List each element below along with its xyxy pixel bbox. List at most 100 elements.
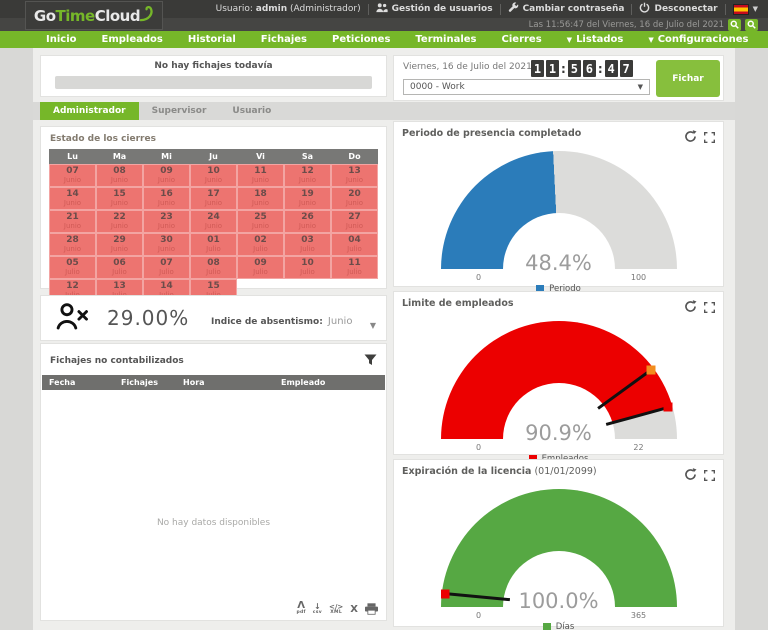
calendar-day-08-junio[interactable]: 08 Junio	[96, 164, 143, 187]
filter-icon[interactable]	[364, 351, 377, 370]
calendar-day-05-julio[interactable]: 05 Julio	[49, 256, 96, 279]
calendar-day-24-junio[interactable]: 24 Junio	[190, 210, 237, 233]
calendar-day-20-junio[interactable]: 20 Junio	[331, 187, 378, 210]
absenteeism-month-select[interactable]: Junio	[327, 315, 353, 327]
print-export-icon[interactable]	[365, 603, 378, 615]
gauge-max-label: 100	[630, 273, 647, 282]
calendar-day-23-junio[interactable]: 23 Junio	[143, 210, 190, 233]
menu-disconnect[interactable]: Desconectar	[639, 2, 718, 16]
calendar-day-10-julio[interactable]: 10 Julio	[284, 256, 331, 279]
nav-item-terminales[interactable]: Terminales	[415, 34, 477, 45]
calendar-day-21-junio[interactable]: 21 Junio	[49, 210, 96, 233]
calendar-day-13-junio[interactable]: 13 Junio	[331, 164, 378, 187]
column-header-fichajes: Fichajes	[121, 378, 158, 387]
zoom-in-button[interactable]	[745, 18, 758, 31]
nav-item-inicio[interactable]: Inicio	[46, 34, 77, 45]
punch-button[interactable]: Fichar	[656, 60, 720, 97]
menu-user-management[interactable]: Gestión de usuarios	[375, 2, 493, 16]
clock-colon: :	[597, 61, 603, 76]
power-icon	[639, 2, 650, 16]
logo[interactable]: Go Time Cloud	[25, 1, 163, 30]
absenteeism-panel: 29.00% Indice de absentismo: Junio ▼	[40, 295, 387, 341]
datetime-text: Las 11:56:47 del Viernes, 16 de Julio de…	[528, 19, 724, 30]
tab-administrador[interactable]: Administrador	[40, 102, 139, 120]
closures-panel: Estado de los cierres Lu Ma Mi Ju Vi Sa Do 07 J…	[40, 126, 387, 302]
gauge-chart: 90.9%	[440, 321, 677, 443]
absent-person-icon	[55, 302, 89, 334]
gauge-legend: Días	[394, 622, 723, 630]
calendar-day-19-junio[interactable]: 19 Junio	[284, 187, 331, 210]
nav-item-configuraciones[interactable]: ▼ Configuraciones	[648, 34, 749, 45]
calendar-day-16-junio[interactable]: 16 Junio	[143, 187, 190, 210]
calendar-day-10-junio[interactable]: 10 Junio	[190, 164, 237, 187]
calendar-day-09-junio[interactable]: 09 Junio	[143, 164, 190, 187]
xml-export-icon[interactable]: </> XML	[328, 602, 344, 615]
nav-item-empleados[interactable]: Empleados	[101, 34, 163, 45]
clock-colon: :	[561, 61, 566, 76]
calendar-day-18-junio[interactable]: 18 Junio	[237, 187, 284, 210]
fullscreen-icon[interactable]	[704, 128, 715, 147]
nav-item-peticiones[interactable]: Peticiones	[332, 34, 391, 45]
chevron-down-icon[interactable]: ▼	[369, 320, 376, 330]
gauge-chart: 100.0%	[440, 489, 677, 611]
calendar-day-01-julio[interactable]: 01 Julio	[190, 233, 237, 256]
calendar-day-11-junio[interactable]: 11 Junio	[237, 164, 284, 187]
nav-item-fichajes[interactable]: Fichajes	[260, 34, 308, 45]
calendar-day-22-junio[interactable]: 22 Junio	[96, 210, 143, 233]
calendar-day-30-junio[interactable]: 30 Junio	[143, 233, 190, 256]
chevron-down-icon: ▼	[566, 35, 573, 44]
calendar-day-29-junio[interactable]: 29 Junio	[96, 233, 143, 256]
tab-supervisor[interactable]: Supervisor	[151, 106, 207, 116]
unaccounted-title: Fichajes no contabilizados	[50, 355, 184, 366]
gauge-chart: 48.4%	[440, 151, 677, 273]
calendar-day-11-julio[interactable]: 11 Julio	[331, 256, 378, 279]
refresh-icon[interactable]	[684, 128, 697, 147]
gauge-value: 48.4%	[525, 251, 592, 273]
calendar-day-04-julio[interactable]: 04 Julio	[331, 233, 378, 256]
calendar-day-15-junio[interactable]: 15 Junio	[96, 187, 143, 210]
language-selector[interactable]: ▼	[732, 3, 758, 15]
calendar-day-12-junio[interactable]: 12 Junio	[284, 164, 331, 187]
calendar-day-26-junio[interactable]: 26 Junio	[284, 210, 331, 233]
punch-progress-bar	[55, 76, 372, 89]
main-nav: Inicio Empleados Historial Fichajes Peticion…	[0, 31, 768, 48]
divider	[724, 3, 726, 15]
calendar-day-02-julio[interactable]: 02 Julio	[237, 233, 284, 256]
clock-digit: 4	[604, 60, 618, 77]
csv-export-icon[interactable]: ↓ csv	[312, 601, 322, 615]
calendar-day-06-julio[interactable]: 06 Julio	[96, 256, 143, 279]
nav-item-cierres[interactable]: Cierres	[501, 34, 542, 45]
calendar-day-08-julio[interactable]: 08 Julio	[190, 256, 237, 279]
calendar-day-25-junio[interactable]: 25 Junio	[237, 210, 284, 233]
xls-export-icon[interactable]: X	[350, 604, 358, 615]
tab-usuario[interactable]: Usuario	[232, 106, 272, 116]
fullscreen-icon[interactable]	[704, 298, 715, 317]
clock-digit: 6	[582, 60, 596, 77]
fullscreen-icon[interactable]	[704, 466, 715, 485]
menu-change-password[interactable]: Cambiar contraseña	[508, 2, 624, 16]
calendar-day-27-junio[interactable]: 27 Junio	[331, 210, 378, 233]
calendar-day-14-junio[interactable]: 14 Junio	[49, 187, 96, 210]
calendar-day-07-junio[interactable]: 07 Junio	[49, 164, 96, 187]
punch-message: No hay fichajes todavía	[154, 61, 273, 71]
calendar-weekday-header: Lu Ma Mi Ju Vi Sa Do	[49, 149, 378, 164]
gauge-min-label: 0	[475, 273, 482, 282]
top-menu: Usuario: admin (Administrador) Gestión d…	[216, 2, 758, 16]
closures-title: Estado de los cierres	[50, 134, 156, 144]
refresh-icon[interactable]	[684, 298, 697, 317]
calendar-day-28-junio[interactable]: 28 Junio	[49, 233, 96, 256]
job-select[interactable]: 0000 - Work ▼	[403, 79, 650, 95]
zoom-out-button[interactable]	[728, 18, 741, 31]
nav-item-listados[interactable]: ▼ Listados	[566, 34, 624, 45]
empty-table-message: No hay datos disponibles	[156, 518, 271, 528]
gauge-min-label: 0	[475, 611, 482, 620]
calendar-day-03-julio[interactable]: 03 Julio	[284, 233, 331, 256]
logo-swoosh-icon	[139, 4, 154, 28]
calendar-day-17-junio[interactable]: 17 Junio	[190, 187, 237, 210]
calendar-day-07-julio[interactable]: 07 Julio	[143, 256, 190, 279]
nav-item-historial[interactable]: Historial	[187, 34, 236, 45]
refresh-icon[interactable]	[684, 466, 697, 485]
calendar-day-09-julio[interactable]: 09 Julio	[237, 256, 284, 279]
